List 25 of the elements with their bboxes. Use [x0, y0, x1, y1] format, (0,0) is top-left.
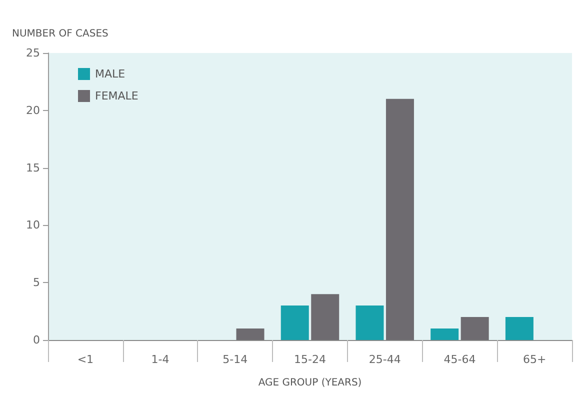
- y-tick-label: 20: [26, 104, 40, 117]
- x-tick-label: 25-44: [368, 353, 401, 366]
- x-tick-label: <1: [77, 353, 94, 366]
- x-tick-label: 15-24: [294, 353, 326, 366]
- bar: [280, 306, 309, 340]
- x-tick-label: 65+: [522, 353, 546, 366]
- bar: [505, 317, 534, 340]
- x-axis-title: AGE GROUP (YEARS): [258, 378, 362, 388]
- bar: [356, 306, 384, 340]
- bar: [311, 294, 340, 340]
- bar: [460, 317, 489, 340]
- bar: [430, 328, 459, 340]
- y-axis-title: NUMBER OF CASES: [12, 28, 108, 40]
- x-tick-label: 45-64: [444, 353, 476, 366]
- legend-label: MALE: [95, 68, 126, 80]
- x-tick-label: 1-4: [151, 353, 170, 366]
- bar: [236, 328, 264, 340]
- x-tick-label: 5-14: [222, 353, 248, 366]
- y-tick-label: 0: [33, 334, 40, 346]
- y-tick-label: 10: [26, 218, 40, 232]
- y-tick-label: 5: [33, 276, 40, 290]
- y-tick-label: 15: [26, 161, 40, 174]
- legend-label: FEMALE: [95, 90, 138, 102]
- y-tick-label: 25: [26, 46, 40, 60]
- bar: [386, 98, 414, 340]
